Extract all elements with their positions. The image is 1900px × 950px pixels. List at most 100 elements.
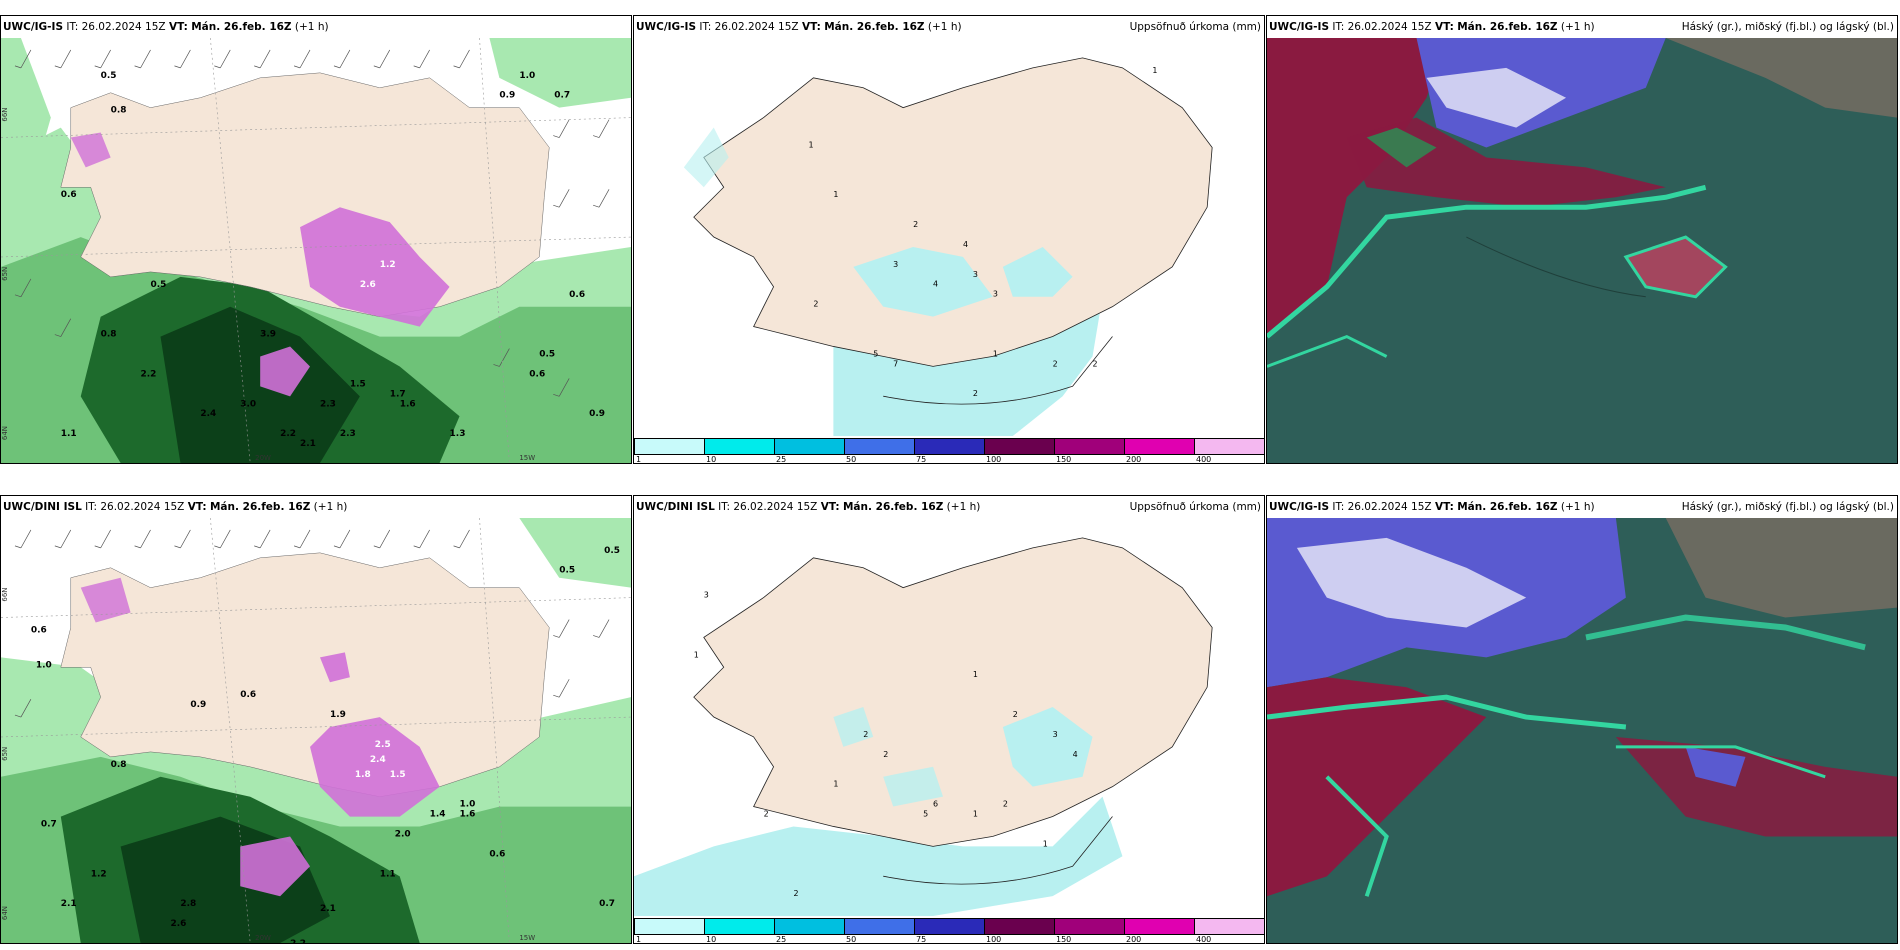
lead-time: (+1 h) (1560, 501, 1595, 513)
svg-text:1.0: 1.0 (36, 660, 52, 670)
svg-text:2: 2 (813, 300, 818, 309)
svg-text:65N: 65N (1, 747, 9, 761)
svg-text:2: 2 (973, 389, 978, 398)
svg-text:2: 2 (1003, 800, 1008, 809)
svg-text:1.4: 1.4 (430, 810, 446, 820)
valid-time: Mán. 26.feb. 16Z (824, 21, 925, 33)
colorbar-tick: 25 (776, 935, 787, 944)
valid-prefix: VT: (820, 501, 840, 513)
svg-text:1: 1 (1043, 839, 1048, 848)
svg-text:1.1: 1.1 (61, 429, 77, 439)
svg-text:1.3: 1.3 (450, 429, 466, 439)
svg-text:0.8: 0.8 (101, 330, 117, 340)
svg-text:0.9: 0.9 (190, 700, 206, 710)
init-time: IT: 26.02.2024 15Z (1332, 21, 1432, 33)
valid-prefix: VT: (1434, 501, 1454, 513)
svg-text:0.6: 0.6 (240, 690, 256, 700)
valid-time: Mán. 26.feb. 16Z (842, 501, 944, 513)
svg-text:0.5: 0.5 (151, 280, 167, 290)
colorbar-swatch (634, 918, 705, 935)
svg-text:0.5: 0.5 (539, 350, 555, 360)
lead-time: (+1 h) (946, 501, 981, 513)
panel-header: UWC/DINI ISL IT: 26.02.2024 15Z VT: Mán.… (634, 496, 1264, 518)
precip-map: 3 1 1 2 2 1 3 4 2 1 2 5 6 1 2 2 (634, 518, 1264, 916)
svg-text:0.8: 0.8 (111, 760, 127, 770)
colorbar-swatch (704, 438, 775, 455)
colorbar-tick: 10 (706, 455, 717, 464)
precip-panel-top: UWC/IG-IS IT: 26.02.2024 15Z VT: Mán. 26… (633, 15, 1265, 464)
panel-header: UWC/IG-IS IT: 26.02.2024 15Z VT: Mán. 26… (1267, 16, 1897, 38)
svg-text:1.5: 1.5 (390, 770, 406, 780)
colorbar-swatch (1054, 438, 1125, 455)
init-time: IT: 26.02.2024 15Z (1332, 501, 1432, 513)
svg-text:2.2: 2.2 (141, 369, 157, 379)
init-time: IT: 26.02.2024 15Z (699, 21, 799, 33)
svg-text:2: 2 (1093, 359, 1098, 368)
svg-text:1.1: 1.1 (380, 869, 396, 879)
svg-text:20W: 20W (255, 454, 271, 462)
svg-text:2.6: 2.6 (170, 919, 186, 929)
wind-precip-panel-top: UWC/IG-IS IT: 26.02.2024 15Z VT: Mán. 26… (0, 15, 632, 464)
valid-prefix: VT: (1434, 21, 1454, 33)
colorbar-tick: 400 (1196, 935, 1212, 944)
svg-text:2.5: 2.5 (375, 740, 391, 750)
svg-text:1: 1 (833, 780, 838, 789)
svg-text:66N: 66N (1, 588, 9, 602)
colorbar-swatch (634, 438, 705, 455)
svg-text:2.4: 2.4 (200, 409, 216, 419)
model-name: UWC/IG-IS (3, 21, 64, 33)
svg-text:1.6: 1.6 (400, 399, 416, 409)
colorbar-tick: 25 (776, 455, 787, 464)
svg-text:0.5: 0.5 (559, 566, 575, 576)
svg-text:6: 6 (933, 800, 938, 809)
colorbar-swatch (704, 918, 775, 935)
svg-text:2: 2 (793, 889, 798, 898)
panel-header: UWC/IG-IS IT: 26.02.2024 15Z VT: Mán. 26… (1, 16, 631, 38)
valid-time: Mán. 26.feb. 16Z (1457, 21, 1558, 33)
cloud-map (1267, 38, 1897, 463)
svg-text:15W: 15W (519, 934, 535, 942)
svg-text:64N: 64N (1, 426, 9, 440)
svg-text:3: 3 (1053, 730, 1058, 739)
valid-prefix: VT: (801, 21, 821, 33)
precip-title: Uppsöfnuð úrkoma (mm) (1129, 501, 1261, 513)
svg-text:1.5: 1.5 (350, 379, 366, 389)
wind-map: 0.5 0.8 0.6 0.7 1.0 0.9 3.9 3.0 2.2 2.6 2.1 1.2 … (1, 38, 631, 463)
svg-text:64N: 64N (1, 906, 9, 920)
valid-time: Mán. 26.feb. 16Z (191, 21, 292, 33)
svg-text:1: 1 (973, 670, 978, 679)
valid-time: Mán. 26.feb. 16Z (209, 501, 311, 513)
svg-text:5: 5 (873, 349, 878, 358)
model-name: UWC/IG-IS (1269, 21, 1330, 33)
svg-text:2.4: 2.4 (370, 755, 386, 765)
colorbar-swatch (774, 918, 845, 935)
svg-text:0.5: 0.5 (604, 546, 620, 556)
svg-text:1.0: 1.0 (460, 800, 476, 810)
colorbar-swatch (1194, 918, 1264, 935)
svg-text:20W: 20W (255, 934, 271, 942)
colorbar-swatch (774, 438, 845, 455)
colorbar-tick: 10 (706, 935, 717, 944)
svg-text:3: 3 (893, 260, 898, 269)
wind-precip-panel-bottom: UWC/DINI ISL IT: 26.02.2024 15Z VT: Mán.… (0, 495, 632, 944)
colorbar-swatch (1124, 918, 1195, 935)
svg-text:1.7: 1.7 (390, 389, 406, 399)
svg-text:15W: 15W (519, 454, 535, 462)
colorbar-tick: 50 (846, 935, 857, 944)
colorbar-tick: 200 (1126, 935, 1142, 944)
model-name: UWC/DINI ISL (3, 501, 82, 513)
svg-text:3: 3 (973, 270, 978, 279)
svg-text:2.8: 2.8 (180, 899, 196, 909)
colorbar-tick: 150 (1056, 455, 1072, 464)
svg-text:2: 2 (1013, 710, 1018, 719)
svg-text:4: 4 (963, 240, 968, 249)
colorbar-tick: 75 (916, 935, 927, 944)
svg-text:1.2: 1.2 (91, 869, 107, 879)
model-name: UWC/DINI ISL (636, 501, 715, 513)
svg-text:3: 3 (704, 591, 709, 600)
svg-text:3: 3 (993, 290, 998, 299)
svg-text:2.1: 2.1 (300, 439, 316, 449)
colorbar-tick: 100 (986, 935, 1002, 944)
lead-time: (+1 h) (313, 501, 348, 513)
valid-prefix: VT: (168, 21, 188, 33)
